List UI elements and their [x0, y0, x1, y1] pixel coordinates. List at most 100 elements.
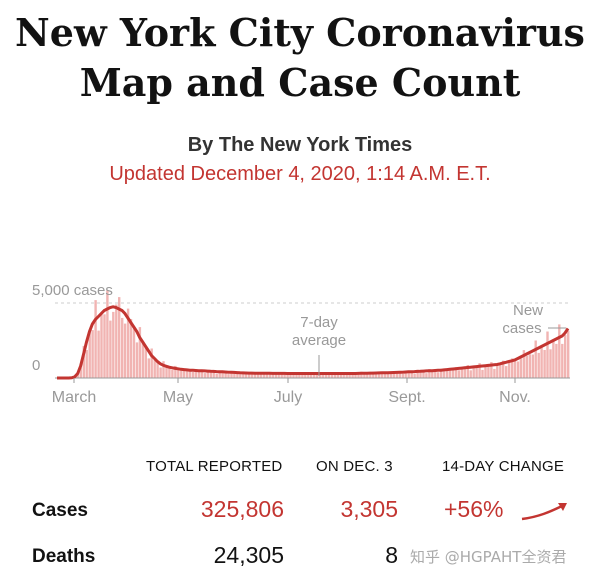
daily-case-bar [540, 346, 543, 378]
daily-case-bar [233, 372, 236, 378]
daily-case-bar [336, 372, 339, 378]
byline: By The New York Times [187, 134, 413, 156]
daily-case-bar [330, 373, 334, 378]
daily-case-bar [416, 369, 419, 378]
daily-case-bar [88, 331, 91, 378]
daily-case-bar [174, 365, 177, 378]
daily-case-bar [153, 360, 156, 378]
y-tick-zero: 0 [32, 357, 40, 374]
avg-annotation-line-2: average [292, 332, 346, 349]
daily-case-bar [513, 359, 517, 378]
daily-case-bar [94, 300, 97, 378]
daily-case-bar [206, 370, 209, 378]
daily-case-bar [380, 372, 384, 378]
cases-chart: 5,000 cases 0 7-day average New cases Ma… [32, 282, 570, 406]
daily-case-bar [150, 348, 153, 378]
daily-case-bar [445, 370, 449, 378]
daily-case-bar [224, 371, 227, 378]
row-label-cases: Cases [32, 500, 88, 521]
daily-case-bar [280, 372, 283, 378]
daily-case-bar [321, 374, 325, 378]
daily-case-bar [97, 330, 100, 378]
daily-case-bar [191, 372, 195, 378]
daily-case-bar [307, 374, 310, 378]
daily-case-bar [289, 373, 292, 378]
daily-case-bar [250, 374, 254, 378]
daily-case-bar [283, 374, 286, 378]
daily-case-bar [212, 370, 215, 378]
daily-case-bar [466, 365, 469, 378]
daily-case-bar [496, 363, 499, 378]
daily-case-bar [168, 367, 171, 378]
daily-case-bar [203, 373, 207, 378]
daily-case-bar [534, 340, 537, 378]
daily-case-bar [407, 371, 410, 378]
daily-case-bar [197, 370, 201, 378]
daily-case-bar [277, 373, 280, 378]
headline: New York City Coronavirus Map and Case C… [0, 8, 600, 108]
daily-case-bar [398, 371, 401, 378]
daily-case-bar [354, 373, 357, 378]
daily-case-bar [236, 372, 239, 378]
daily-case-bar [100, 314, 103, 378]
cases-14-day-change: +56% [444, 496, 504, 522]
new-cases-annotation-line-1: New [513, 302, 543, 319]
daily-case-bar [472, 366, 475, 378]
daily-case-bar [478, 363, 481, 378]
daily-case-bar [363, 373, 366, 378]
daily-case-bar [162, 361, 165, 378]
daily-case-bar [286, 373, 289, 378]
x-tick-label: Nov. [499, 389, 531, 406]
daily-case-bar [180, 370, 183, 378]
daily-case-bar [135, 342, 139, 378]
cases-total: 325,806 [200, 496, 284, 522]
daily-case-bar [502, 360, 505, 378]
daily-case-bar [549, 349, 552, 378]
header-total-reported: TOTAL REPORTED [146, 458, 283, 475]
daily-case-bar [82, 345, 85, 378]
daily-case-bar [76, 373, 80, 378]
daily-case-bar [188, 369, 192, 378]
daily-case-bar [218, 370, 221, 378]
daily-case-bar [200, 369, 204, 378]
daily-case-bar [315, 373, 319, 378]
daily-case-bar [457, 370, 461, 378]
daily-case-bar [448, 370, 452, 378]
headline-line-2: Map and Case Count [79, 60, 521, 105]
daily-case-bar [510, 358, 514, 378]
daily-case-bar [144, 345, 147, 378]
daily-case-bar [493, 368, 496, 378]
daily-case-bar [106, 290, 109, 378]
daily-case-bar [79, 367, 82, 378]
daily-case-bar [372, 371, 375, 378]
daily-case-bar [227, 374, 230, 378]
watermark: 知乎 @HGPAHT全资君 [410, 548, 567, 566]
daily-case-bar [313, 373, 316, 378]
daily-case-bar [375, 373, 378, 378]
daily-case-bar [516, 361, 520, 378]
daily-case-bar [564, 335, 567, 378]
daily-case-bar [454, 367, 458, 378]
daily-case-bar [165, 367, 168, 378]
daily-case-bar [141, 343, 145, 378]
daily-case-bar [239, 374, 242, 378]
daily-case-bar [366, 373, 369, 378]
daily-case-bar [428, 369, 431, 378]
daily-case-bar [115, 304, 118, 378]
daily-case-bar [499, 363, 502, 378]
daily-case-bar [487, 365, 490, 378]
daily-case-bar [413, 373, 416, 378]
daily-case-bar [522, 350, 526, 378]
daily-case-bar [460, 368, 464, 378]
x-tick-label: March [52, 389, 96, 406]
avg-annotation-line-1: 7-day [300, 314, 338, 331]
daily-case-bar [378, 373, 381, 378]
daily-case-bar [505, 366, 508, 378]
daily-case-bar [268, 372, 272, 378]
daily-case-bar [392, 371, 396, 378]
daily-case-bar [112, 311, 115, 378]
daily-case-bar [310, 373, 313, 378]
daily-case-bar [410, 371, 413, 378]
daily-case-bar [274, 373, 277, 378]
row-label-deaths: Deaths [32, 546, 96, 567]
